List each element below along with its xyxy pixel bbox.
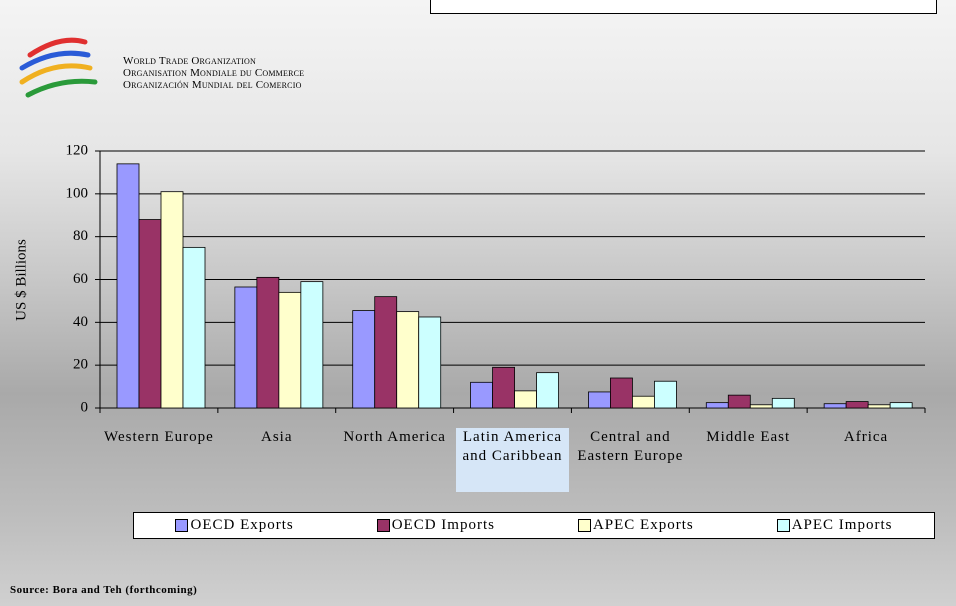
bar bbox=[278, 291, 302, 409]
bar bbox=[727, 394, 751, 409]
org-name: Organisation Mondiale du Commerce bbox=[123, 67, 305, 79]
legend-swatch bbox=[175, 519, 189, 532]
y-tick-label: 80 bbox=[73, 228, 88, 244]
source: Source: Bora and Teh (forthcoming) bbox=[10, 584, 198, 596]
y-tick-label: 40 bbox=[73, 314, 88, 330]
bar bbox=[889, 402, 913, 409]
bar bbox=[116, 163, 140, 409]
y-tick-label: 120 bbox=[66, 142, 89, 158]
bar bbox=[492, 366, 515, 409]
bar bbox=[160, 191, 184, 409]
org-name: Organización Mundial del Comercio bbox=[123, 79, 302, 91]
bar bbox=[705, 402, 729, 409]
bar bbox=[771, 397, 795, 409]
logo bbox=[19, 37, 98, 98]
bar bbox=[588, 391, 611, 409]
bar bbox=[256, 276, 280, 409]
x-tick-label: North America bbox=[343, 429, 446, 445]
x-tick-label: Africa bbox=[843, 429, 889, 445]
bar bbox=[610, 377, 633, 409]
bar bbox=[374, 296, 398, 409]
bar bbox=[845, 401, 869, 409]
legend-label: APEC Imports bbox=[791, 517, 893, 533]
legend-item: OECD Exports bbox=[175, 517, 293, 534]
org-name: World Trade Organization bbox=[123, 55, 256, 67]
y-tick-label: 60 bbox=[73, 271, 88, 287]
legend: OECD Exports OECD Imports APEC Exports APEC… bbox=[133, 512, 935, 539]
bar bbox=[536, 372, 559, 409]
bar bbox=[396, 311, 420, 409]
bar bbox=[749, 404, 773, 409]
bar bbox=[514, 390, 537, 409]
legend-swatch bbox=[776, 519, 790, 532]
bar bbox=[234, 286, 258, 409]
x-tick-label: Central and Eastern Europe bbox=[577, 429, 684, 464]
legend-swatch bbox=[376, 519, 390, 532]
bar bbox=[470, 381, 493, 409]
bar bbox=[182, 246, 206, 409]
bar bbox=[352, 310, 376, 409]
legend-label: OECD Imports bbox=[391, 517, 495, 533]
top-box bbox=[430, 0, 937, 14]
legend-item: APEC Exports bbox=[577, 517, 694, 534]
legend-swatch bbox=[577, 519, 591, 532]
bar bbox=[138, 219, 162, 409]
bar bbox=[418, 316, 442, 409]
y-tick-label: 0 bbox=[81, 399, 89, 415]
legend-item: OECD Imports bbox=[376, 517, 495, 534]
legend-item: APEC Imports bbox=[776, 517, 893, 534]
x-tick-label: Middle East bbox=[706, 429, 791, 445]
bar bbox=[632, 395, 655, 409]
x-tick-label: Latin America and Caribbean bbox=[455, 428, 570, 492]
legend-label: APEC Exports bbox=[592, 517, 694, 533]
bar bbox=[867, 404, 891, 409]
y-tick-label: 20 bbox=[73, 357, 88, 373]
y-axis-label: US $ Billions bbox=[13, 239, 29, 321]
y-tick-label: 100 bbox=[66, 185, 89, 201]
x-tick-label: Asia bbox=[261, 429, 293, 445]
bar bbox=[823, 403, 847, 409]
legend-label: OECD Exports bbox=[190, 517, 294, 533]
bar bbox=[300, 281, 324, 409]
bar bbox=[654, 380, 677, 409]
x-tick-label: Western Europe bbox=[104, 429, 214, 445]
